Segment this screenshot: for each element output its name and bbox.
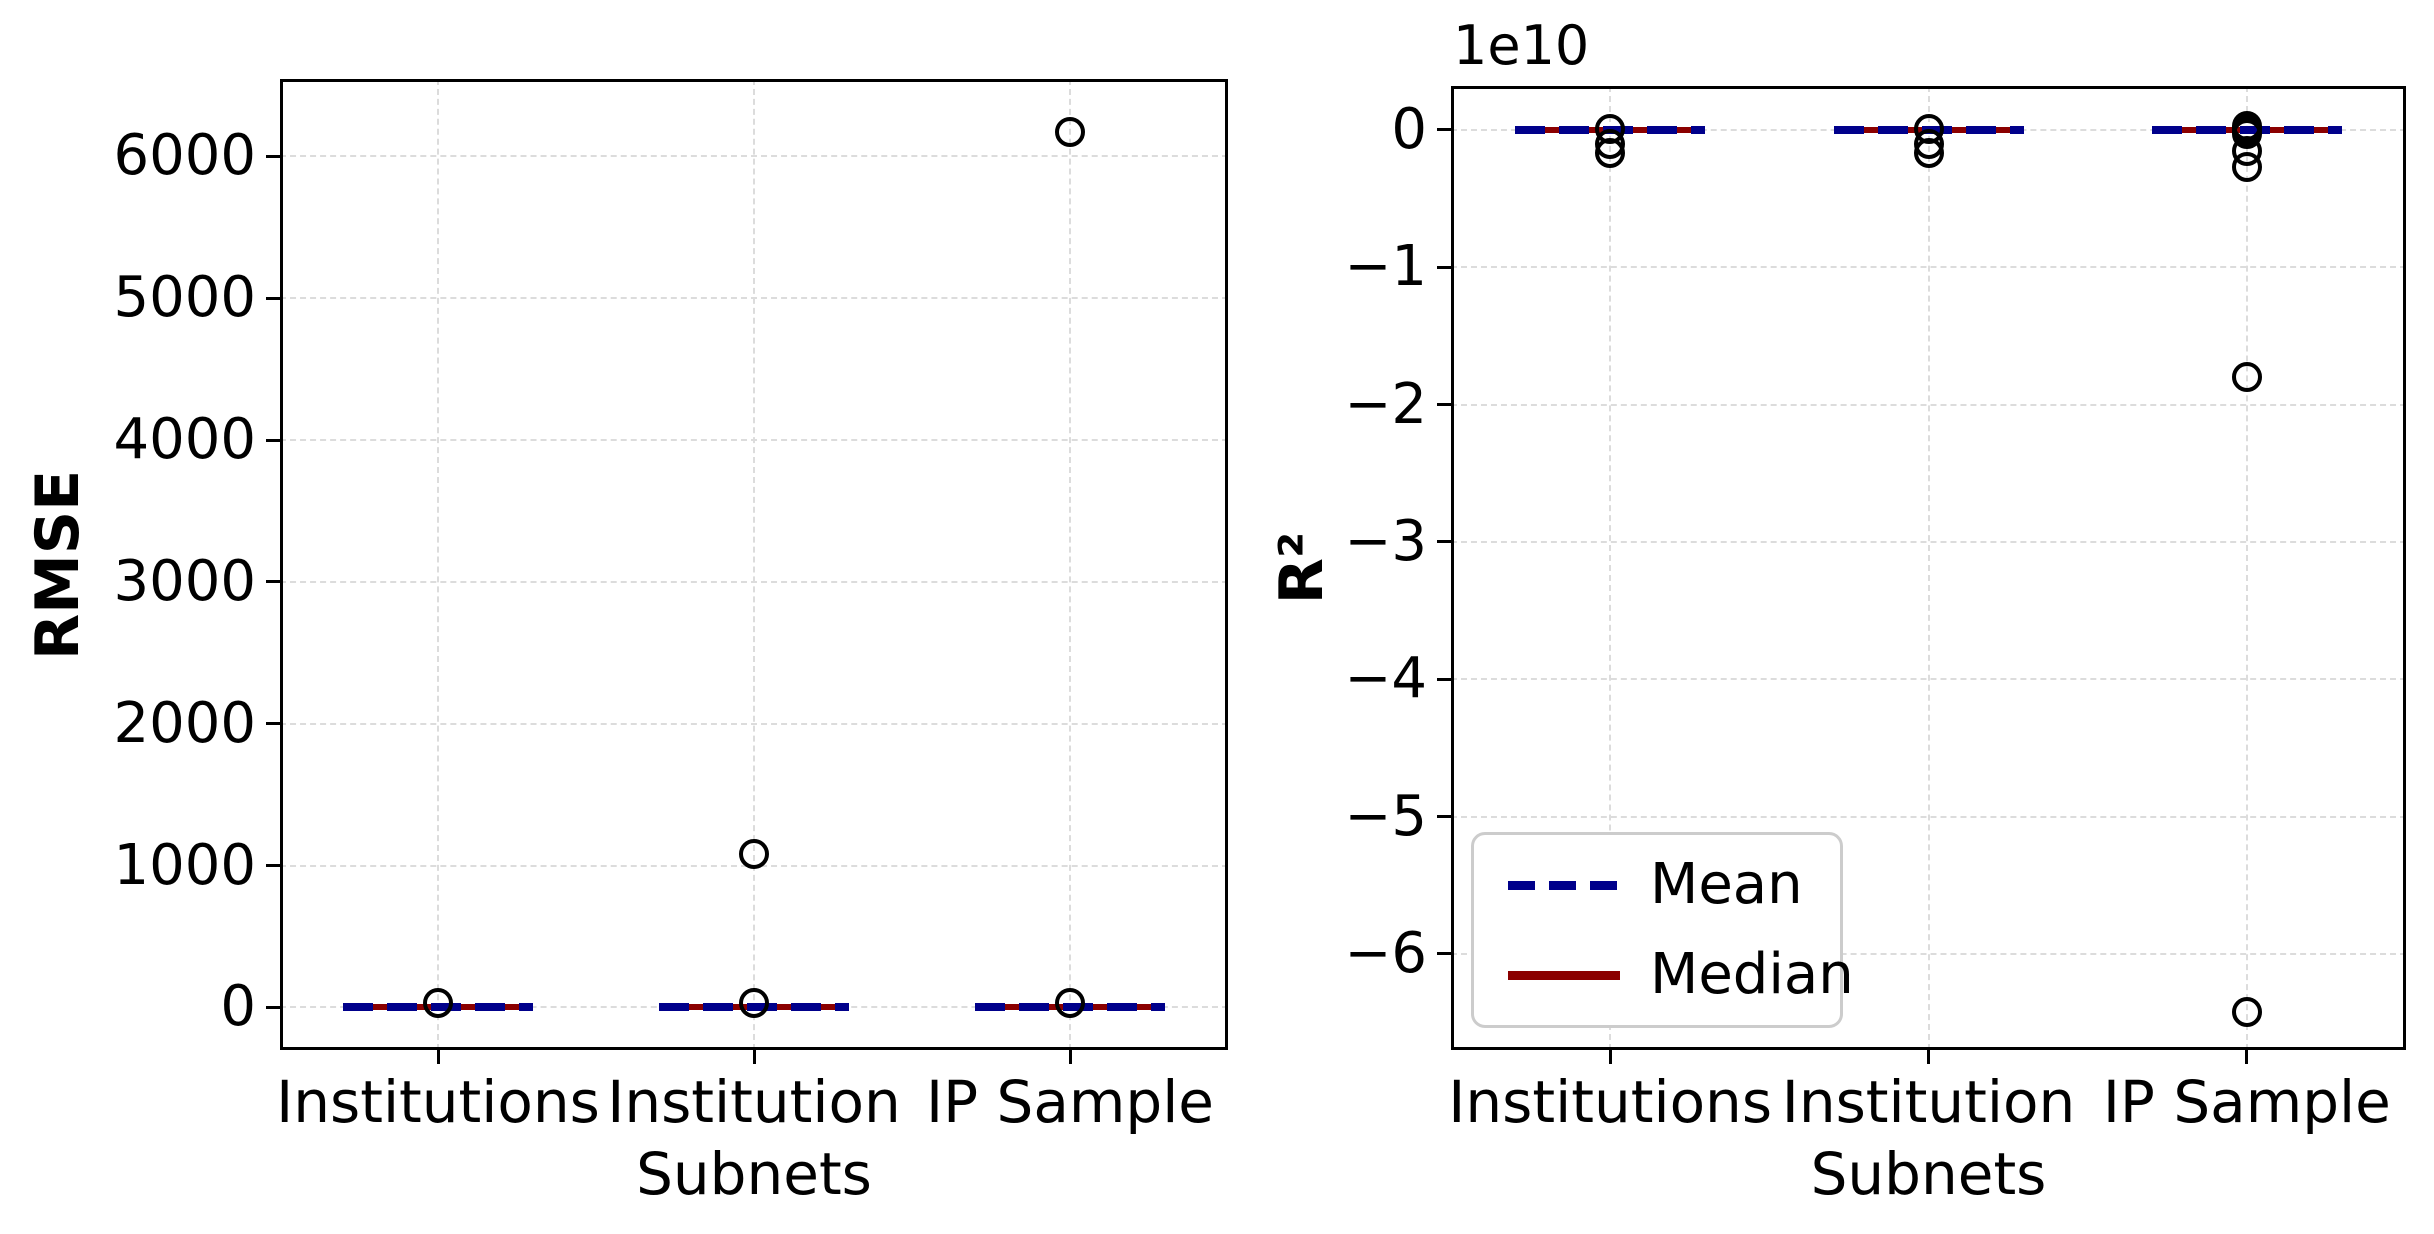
gridline-horizontal xyxy=(1451,266,2406,269)
y-tick-label: 3000 xyxy=(113,548,256,614)
x-tick-mark xyxy=(752,1050,756,1064)
gridline-horizontal xyxy=(1451,815,2406,818)
gridline-horizontal xyxy=(280,155,1228,158)
y-tick-mark xyxy=(266,580,280,584)
y-tick-mark xyxy=(1437,265,1451,269)
y-tick-label: 6000 xyxy=(113,123,256,189)
outlier-point xyxy=(2231,996,2262,1027)
axis-offset-text: 1e10 xyxy=(1453,14,1590,77)
legend-label: Median xyxy=(1650,942,1854,1007)
legend-entry-median: Median xyxy=(1508,943,1854,1007)
gridline-horizontal xyxy=(280,439,1228,442)
outlier-point xyxy=(2231,152,2262,183)
outlier-point xyxy=(739,988,769,1019)
outlier-point xyxy=(423,988,453,1019)
axes-panel-rmse xyxy=(280,79,1228,1050)
gridline-vertical xyxy=(753,79,755,1050)
gridline-vertical xyxy=(2245,86,2248,1050)
y-tick-label: −2 xyxy=(1344,371,1427,437)
outlier-point xyxy=(739,839,769,870)
x-tick-label-line: Institutions xyxy=(276,1068,600,1136)
y-tick-label: 5000 xyxy=(113,265,256,331)
y-tick-label: −1 xyxy=(1344,234,1427,300)
gridline-horizontal xyxy=(1451,403,2406,406)
y-tick-mark xyxy=(266,864,280,868)
y-tick-mark xyxy=(266,438,280,442)
gridline-vertical xyxy=(437,79,439,1050)
x-tick-label-line: Institution xyxy=(1781,1068,2076,1136)
gridline-vertical xyxy=(1069,79,1071,1050)
legend: Mean Median xyxy=(1471,832,1854,1028)
x-tick-label-line: IP Sample xyxy=(926,1068,1214,1136)
x-tick-mark xyxy=(436,1050,440,1064)
y-tick-label: −3 xyxy=(1344,508,1427,574)
y-tick-mark xyxy=(1437,403,1451,407)
gridline-vertical xyxy=(1609,86,1612,1050)
y-tick-label: −4 xyxy=(1344,646,1427,712)
outlier-point xyxy=(1595,138,1626,169)
x-tick-mark xyxy=(1927,1050,1930,1064)
x-tick-mark xyxy=(1068,1050,1072,1064)
y-tick-label: 0 xyxy=(220,974,256,1040)
y-tick-mark xyxy=(1437,815,1451,819)
x-tick-label: Institution Subnets xyxy=(1782,1066,2076,1210)
y-tick-mark xyxy=(266,1005,280,1009)
outlier-point xyxy=(1913,138,1944,169)
y-tick-mark xyxy=(1437,952,1451,956)
y-tick-mark xyxy=(266,722,280,726)
x-tick-label-line: IP Sample xyxy=(2102,1068,2391,1136)
y-axis-label-r2: R² xyxy=(1267,531,1337,605)
x-tick-mark xyxy=(2245,1050,2249,1064)
x-tick-mark xyxy=(1608,1050,1612,1064)
gridline-horizontal xyxy=(280,722,1228,725)
legend-line-sample-dashed xyxy=(1508,880,1620,890)
y-tick-label: 4000 xyxy=(113,407,256,473)
legend-label: Mean xyxy=(1650,852,1803,917)
y-tick-mark xyxy=(266,154,280,158)
x-tick-label-line: Institutions xyxy=(1448,1068,1773,1136)
y-tick-label: 1000 xyxy=(113,832,256,898)
outlier-point xyxy=(1055,988,1085,1019)
gridline-horizontal xyxy=(1451,678,2406,681)
x-tick-label: Institution Subnets xyxy=(607,1066,901,1210)
y-axis-label-rmse: RMSE xyxy=(23,469,93,660)
x-tick-label: IP Sample xyxy=(926,1066,1214,1138)
gridline-vertical xyxy=(1927,86,1930,1050)
y-tick-mark xyxy=(1437,540,1451,544)
y-tick-label: −6 xyxy=(1344,920,1427,986)
y-tick-label: −5 xyxy=(1344,783,1427,849)
gridline-horizontal xyxy=(1451,540,2406,543)
axes-panel-r2 xyxy=(1451,86,2406,1050)
x-tick-label: Institutions xyxy=(276,1066,600,1138)
legend-line-sample-solid xyxy=(1508,970,1620,980)
y-tick-mark xyxy=(1437,128,1451,132)
x-tick-label-line: Institution xyxy=(607,1068,901,1136)
x-tick-label: IP Sample xyxy=(2103,1066,2391,1138)
y-tick-mark xyxy=(266,296,280,300)
gridline-horizontal xyxy=(280,580,1228,583)
y-tick-label: 0 xyxy=(1391,96,1427,162)
x-tick-label-line: Subnets xyxy=(1810,1140,2047,1208)
x-tick-label-line: Subnets xyxy=(636,1140,872,1208)
gridline-horizontal xyxy=(280,297,1228,300)
legend-entry-mean: Mean xyxy=(1508,853,1806,917)
y-tick-mark xyxy=(1437,677,1451,681)
outlier-point xyxy=(1055,117,1085,148)
x-tick-label: Institutions xyxy=(1448,1066,1772,1138)
gridline-horizontal xyxy=(1451,952,2406,955)
outlier-point xyxy=(2231,362,2262,393)
y-tick-label: 2000 xyxy=(113,690,256,756)
